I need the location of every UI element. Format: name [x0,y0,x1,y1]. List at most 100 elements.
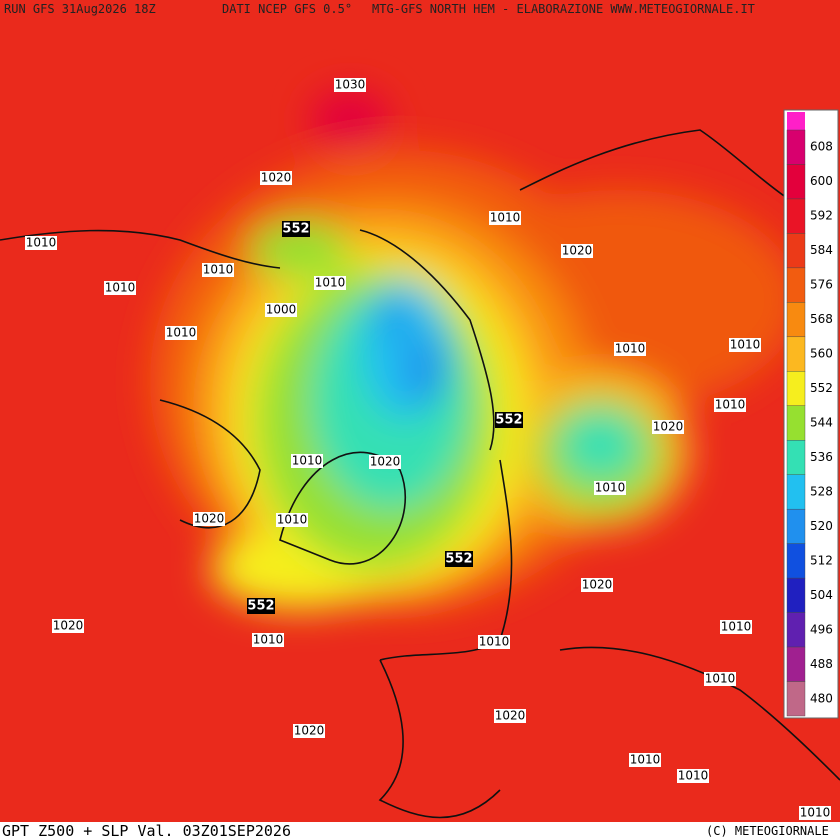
label-box [594,481,626,495]
legend-swatch [786,508,806,544]
label-box [202,263,234,277]
legend-swatch [786,164,806,200]
legend-swatch [786,646,806,682]
legend-swatch [786,681,806,717]
coastlines [0,129,840,819]
height-field [150,90,800,610]
label-box [282,221,310,237]
pressure-label: 1020 [370,455,401,469]
legend-label: 560 [810,347,833,361]
legend-label: 520 [810,519,833,533]
pressure-label: 1010 [490,211,521,225]
label-box [652,420,684,434]
legend-label: 512 [810,553,833,567]
pressure-label: 1020 [194,512,225,526]
legend-swatch [786,371,806,406]
legend-label: 480 [810,691,833,705]
legend-swatch [786,405,806,441]
label-box [52,619,84,633]
pressure-label: 1020 [582,578,613,592]
pressure-label: 1020 [562,244,593,258]
legend-label: 608 [810,140,833,154]
label-box [478,635,510,649]
pressure-label: 1020 [53,619,84,633]
label-box [445,551,473,567]
legend-label: 576 [810,278,833,292]
pressure-label: 1010 [800,806,831,820]
legend-swatch [786,474,806,510]
height-label: 552 [495,413,522,428]
label-box [614,342,646,356]
legend-swatch [786,543,806,579]
header-run: RUN GFS 31Aug2026 18Z [4,2,156,16]
label-box [714,398,746,412]
header-product: MTG-GFS NORTH HEM - ELABORAZIONE WWW.MET… [372,2,755,16]
label-box [260,171,292,185]
pressure-label: 1010 [630,753,661,767]
label-box [629,753,661,767]
label-box [729,338,761,352]
label-box [720,620,752,634]
label-box [334,78,366,92]
pressure-label: 1010 [705,672,736,686]
pressure-label: 1010 [721,620,752,634]
pressure-label: 1010 [26,236,57,250]
footer-bar [0,822,840,840]
pressure-label: 1010 [715,398,746,412]
label-box [704,672,736,686]
legend-label: 536 [810,450,833,464]
pressure-label: 1010 [595,481,626,495]
legend-label: 600 [810,174,833,188]
height-label: 552 [282,222,309,237]
label-box [193,512,225,526]
pressure-label: 1020 [294,724,325,738]
pressure-label: 1010 [277,513,308,527]
pressure-label: 1010 [253,633,284,647]
legend-label: 592 [810,209,833,223]
label-box [165,326,197,340]
height-label: 552 [445,552,472,567]
pressure-label: 1010 [730,338,761,352]
legend-top [787,112,805,130]
height-label: 552 [247,599,274,614]
legend-swatch [786,302,806,338]
label-box [291,454,323,468]
label-box [561,244,593,258]
legend-label: 496 [810,622,833,636]
pressure-label: 1030 [335,78,366,92]
pressure-label: 1010 [105,281,136,295]
legend-swatch [786,129,806,165]
footer-copyright: (C) METEOGIORNALE [706,824,829,838]
pressure-label: 1010 [615,342,646,356]
footer-title: GPT Z500 + SLP Val. 03Z01SEP2026 [2,822,291,840]
header-source: DATI NCEP GFS 0.5° [222,2,352,16]
pressure-label: 1010 [678,769,709,783]
legend-swatch [786,198,806,234]
legend-label: 568 [810,312,833,326]
pressure-label: 1020 [495,709,526,723]
pressure-label: 1020 [653,420,684,434]
pressure-label: 1020 [261,171,292,185]
legend-label: 504 [810,588,833,602]
label-box [494,709,526,723]
pressure-label: 1010 [166,326,197,340]
label-box [314,276,346,290]
legend-swatch [786,577,806,613]
legend-swatch [786,612,806,648]
legend-label: 528 [810,484,833,498]
legend-swatch [786,336,806,372]
label-box [252,633,284,647]
label-box [265,303,297,317]
label-box [293,724,325,738]
label-box [369,455,401,469]
label-box [581,578,613,592]
label-box [489,211,521,225]
pressure-label: 1010 [479,635,510,649]
legend-label: 488 [810,657,833,671]
label-box [799,806,831,820]
label-box [104,281,136,295]
legend-label: 552 [810,381,833,395]
legend-swatch [786,267,806,303]
pressure-label: 1010 [315,276,346,290]
